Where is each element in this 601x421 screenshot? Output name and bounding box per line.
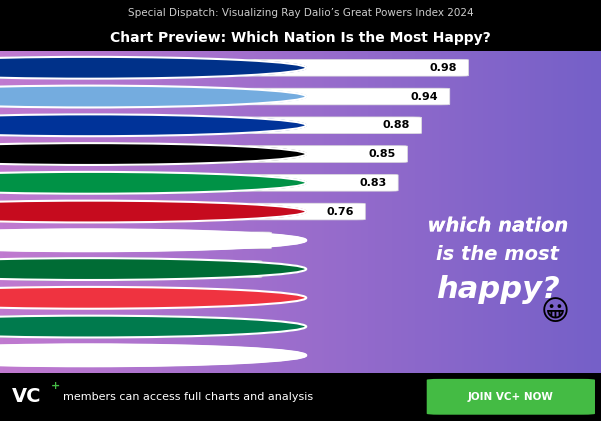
Text: 0.94: 0.94 [410,91,438,101]
Text: happy?: happy? [436,274,560,304]
Text: 0.85: 0.85 [369,149,396,159]
Text: VC: VC [12,387,41,406]
Circle shape [0,172,307,194]
Text: 0.88: 0.88 [383,120,410,130]
Circle shape [0,201,307,222]
Text: Japan: Japan [43,234,80,247]
Text: Chart Preview: Which Nation Is the Most Happy?: Chart Preview: Which Nation Is the Most … [110,31,491,45]
Text: 😀: 😀 [541,298,570,326]
Text: S. Africa: S. Africa [23,320,80,333]
Circle shape [0,143,307,165]
Text: JOIN VC+ NOW: JOIN VC+ NOW [468,392,554,402]
Text: Spain: Spain [43,205,80,218]
FancyBboxPatch shape [0,318,70,335]
FancyBboxPatch shape [427,379,595,415]
Circle shape [0,316,307,338]
Text: Italy: Italy [50,176,80,189]
Circle shape [0,115,307,136]
Text: Singapore: Singapore [13,291,80,304]
FancyBboxPatch shape [0,318,70,335]
Text: 0.56: 0.56 [233,235,260,245]
Text: Eurozone: Eurozone [19,119,80,132]
Text: 0.54: 0.54 [223,264,251,274]
Circle shape [0,287,307,309]
Text: 0.13: 0.13 [64,322,91,332]
FancyBboxPatch shape [0,59,469,76]
Circle shape [0,85,307,107]
Text: 0.48: 0.48 [195,293,222,303]
Text: Argentina: Argentina [14,90,80,103]
Circle shape [0,229,307,251]
Text: 0.83: 0.83 [359,178,386,188]
Text: 0.98: 0.98 [430,63,457,73]
FancyBboxPatch shape [0,174,398,191]
Text: Germany: Germany [20,147,80,160]
Text: 0.13: 0.13 [31,322,58,332]
Text: France: France [35,61,80,74]
Text: Russia: Russia [37,349,80,362]
Text: 0.76: 0.76 [326,207,354,216]
Text: is the most: is the most [436,245,560,264]
Circle shape [0,57,307,79]
FancyBboxPatch shape [0,203,365,220]
FancyBboxPatch shape [0,88,450,105]
Text: Special Dispatch: Visualizing Ray Dalio’s Great Powers Index 2024: Special Dispatch: Visualizing Ray Dalio’… [127,8,474,18]
FancyBboxPatch shape [0,117,422,133]
Text: +: + [51,381,60,391]
FancyBboxPatch shape [0,232,272,249]
FancyBboxPatch shape [0,146,407,163]
FancyBboxPatch shape [0,261,262,277]
Circle shape [0,258,307,280]
FancyBboxPatch shape [0,290,234,306]
Text: which nation: which nation [427,216,569,235]
Text: members can access full charts and analysis: members can access full charts and analy… [63,392,313,402]
Text: 0: 0 [97,350,105,360]
Circle shape [0,344,307,366]
Text: Saudi Arabia: Saudi Arabia [0,263,80,276]
